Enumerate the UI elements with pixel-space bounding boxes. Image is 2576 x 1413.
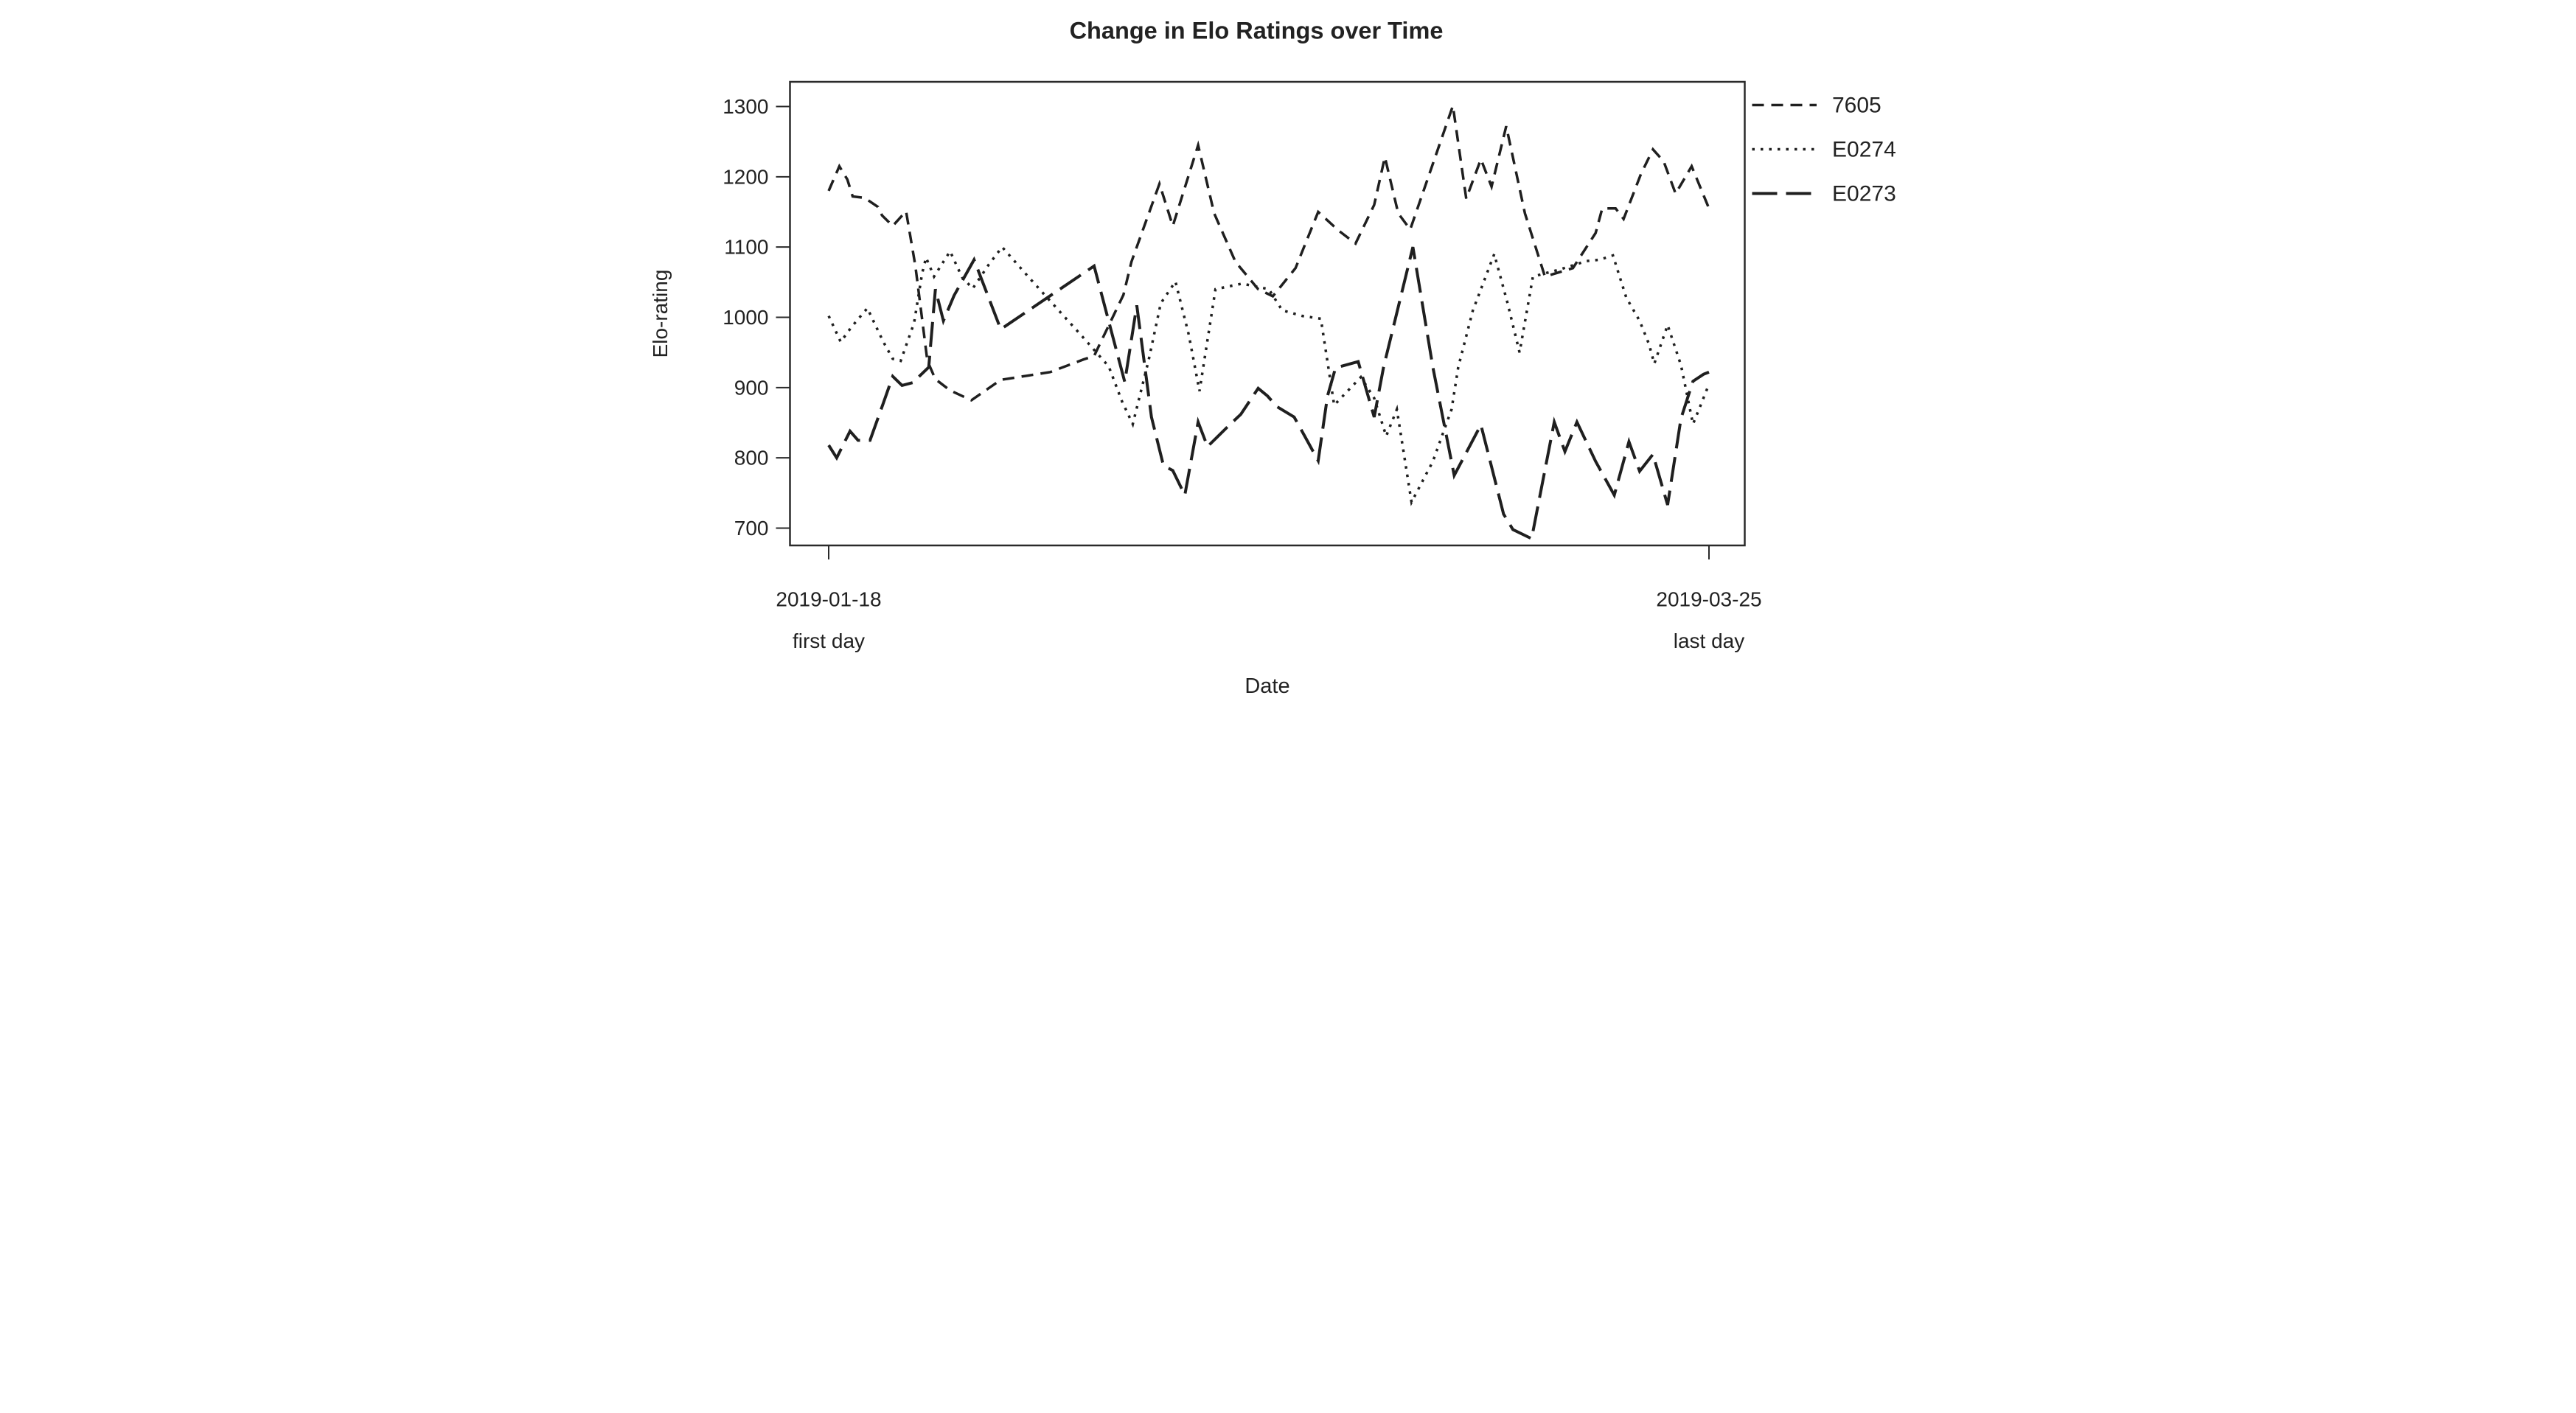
series-line-7605	[826, 105, 1710, 402]
y-tick-label: 800	[734, 447, 768, 470]
y-axis-label: Elo-rating	[649, 270, 672, 358]
plot-border	[788, 80, 1746, 547]
y-tick-label: 1100	[724, 236, 768, 259]
x-tick-sublabel: last day	[1673, 629, 1744, 652]
x-tick-sublabel: first day	[792, 629, 864, 652]
y-tick-label: 1200	[723, 165, 768, 188]
chart-title: Change in Elo Ratings over Time	[1069, 18, 1443, 44]
y-tick-label: 1300	[723, 95, 768, 118]
legend-item: E0274	[1752, 138, 1896, 162]
legend-label: E0273	[1832, 182, 1896, 206]
legend-item: 7605	[1752, 94, 1881, 118]
legend-label: E0274	[1832, 138, 1896, 162]
series-line-E0273	[826, 246, 1710, 541]
x-tick-label-date: 2019-03-25	[1656, 588, 1761, 611]
x-tick-label-date: 2019-01-18	[776, 588, 881, 611]
series-line-E0274	[826, 245, 1710, 506]
x-axis-label: Date	[1245, 674, 1289, 698]
legend-item: E0273	[1752, 182, 1896, 206]
legend-label: 7605	[1832, 94, 1881, 118]
legend: 7605 E0274 E0273	[1752, 94, 1896, 206]
y-tick-label: 1000	[723, 306, 768, 329]
y-tick-label: 900	[734, 376, 768, 399]
y-tick-label: 700	[734, 517, 768, 540]
elo-ratings-chart: 700 800 900 1000 1100 1200 1300 2019-01-18 first…	[649, 18, 1896, 699]
elo-chart-figure: 700 800 900 1000 1100 1200 1300 2019-01-18 first…	[644, 0, 1932, 711]
